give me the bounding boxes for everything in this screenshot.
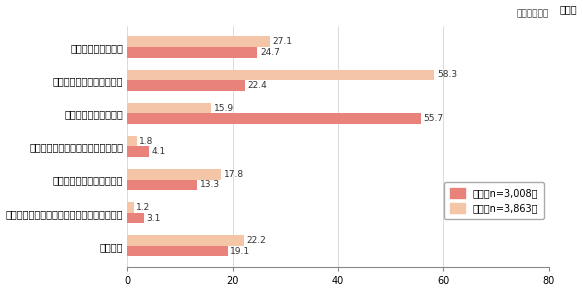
Text: 13.3: 13.3 [200,180,220,190]
Bar [127,246,228,256]
Legend: 男性（n=3,008）, 女性（n=3,863）: 男性（n=3,008）, 女性（n=3,863） [444,182,544,219]
Text: 17.8: 17.8 [224,170,244,179]
Text: 19.1: 19.1 [230,247,251,256]
Text: 22.2: 22.2 [247,236,266,245]
Bar [127,213,143,223]
Text: 1.8: 1.8 [139,137,154,146]
Bar [127,47,257,58]
Bar [127,235,244,246]
Text: （％）: （％） [559,4,577,14]
Text: 24.7: 24.7 [260,48,280,57]
Bar [127,147,149,157]
Bar [127,103,211,113]
Bar [127,113,420,124]
Text: 27.1: 27.1 [273,37,293,46]
Bar [127,69,434,80]
Bar [127,180,197,190]
Bar [127,136,136,147]
Bar [127,80,245,91]
Bar [127,169,221,180]
Text: 4.1: 4.1 [152,147,166,156]
Bar [127,36,270,47]
Text: 22.4: 22.4 [248,81,268,90]
Text: 55.7: 55.7 [423,114,443,123]
Text: （複数回答）: （複数回答） [517,9,549,18]
Text: 58.3: 58.3 [437,70,457,79]
Text: 15.9: 15.9 [213,104,234,112]
Text: 3.1: 3.1 [146,213,160,223]
Bar [127,202,134,213]
Text: 1.2: 1.2 [136,203,150,212]
